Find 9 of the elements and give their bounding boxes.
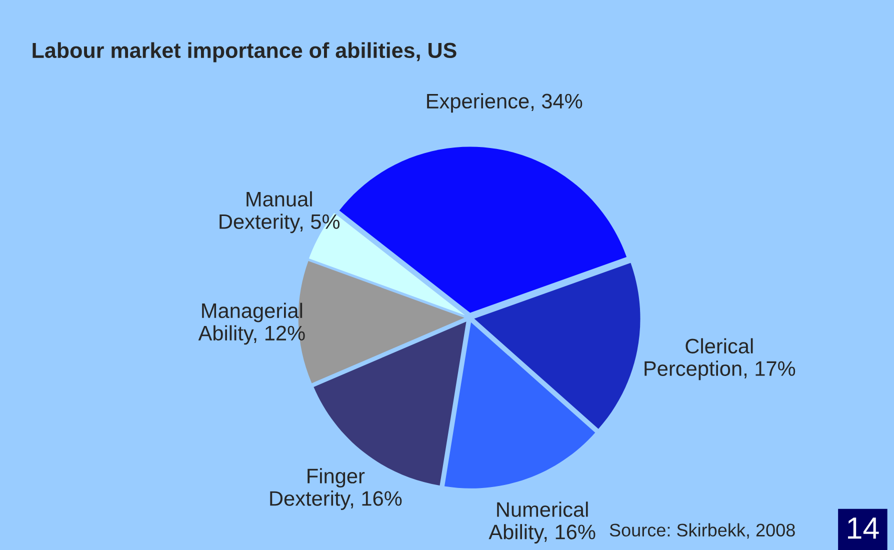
- slice-label: Numerical Ability, 16%: [488, 502, 596, 544]
- slice-label: Manual Dexterity, 5%: [220, 191, 340, 234]
- text: 14: [848, 518, 879, 539]
- slice-label: Managerial Ability, 12%: [198, 302, 305, 345]
- slice-label: Clerical Perception, 17%: [644, 338, 796, 380]
- chart-title: Labour market importance of abilities, US: [32, 42, 456, 62]
- slice-label: Finger Dexterity, 16%: [270, 468, 402, 510]
- source-note: Source: Skirbekk, 2008: [610, 523, 795, 539]
- slice-label: Experience, 34%: [427, 93, 582, 113]
